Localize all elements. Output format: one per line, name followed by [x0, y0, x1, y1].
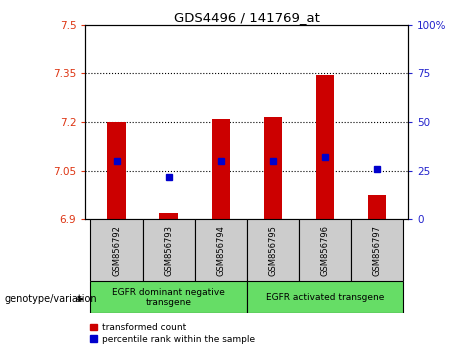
- Text: GSM856795: GSM856795: [268, 225, 277, 276]
- Text: EGFR activated transgene: EGFR activated transgene: [266, 293, 384, 302]
- Bar: [368, 195, 386, 219]
- Text: GSM856794: GSM856794: [216, 225, 225, 276]
- Text: GSM856797: GSM856797: [372, 225, 381, 276]
- Text: genotype/variation: genotype/variation: [5, 294, 97, 304]
- Bar: [107, 122, 125, 219]
- Text: EGFR dominant negative
transgene: EGFR dominant negative transgene: [112, 288, 225, 307]
- Bar: [299, 219, 351, 281]
- Legend: transformed count, percentile rank within the sample: transformed count, percentile rank withi…: [90, 323, 254, 344]
- Text: GSM856796: GSM856796: [320, 225, 329, 276]
- Title: GDS4496 / 141769_at: GDS4496 / 141769_at: [174, 11, 319, 24]
- Bar: [90, 219, 142, 281]
- Bar: [247, 281, 403, 313]
- Bar: [90, 281, 247, 313]
- Bar: [212, 119, 230, 219]
- Text: GSM856793: GSM856793: [164, 225, 173, 276]
- Bar: [316, 75, 334, 219]
- Bar: [264, 117, 282, 219]
- Bar: [195, 219, 247, 281]
- Bar: [247, 219, 299, 281]
- Bar: [351, 219, 403, 281]
- Text: GSM856792: GSM856792: [112, 225, 121, 276]
- Bar: [160, 213, 177, 219]
- Bar: [142, 219, 195, 281]
